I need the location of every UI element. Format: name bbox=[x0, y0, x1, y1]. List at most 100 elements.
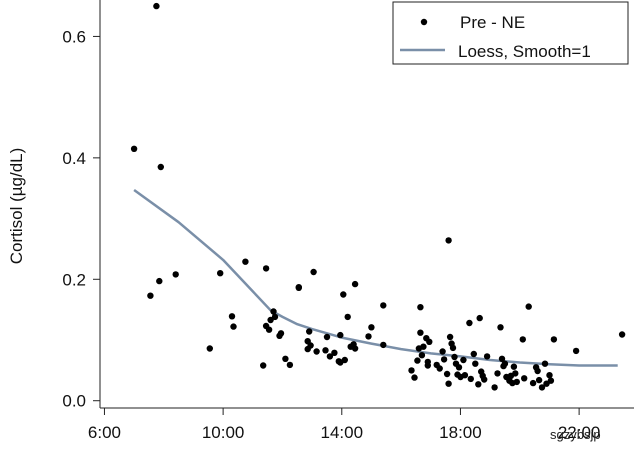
data-point bbox=[420, 343, 427, 350]
legend-label-loess: Loess, Smooth=1 bbox=[458, 42, 591, 61]
data-point bbox=[130, 145, 138, 152]
data-point bbox=[340, 291, 347, 298]
data-point bbox=[282, 355, 289, 362]
data-point bbox=[449, 344, 457, 352]
data-point bbox=[476, 314, 483, 322]
data-point bbox=[337, 331, 344, 339]
data-point bbox=[497, 324, 504, 331]
data-point bbox=[512, 370, 519, 377]
data-point bbox=[483, 353, 491, 360]
data-point bbox=[157, 163, 164, 171]
data-point bbox=[475, 381, 482, 388]
data-point bbox=[446, 333, 454, 341]
data-point bbox=[519, 336, 526, 343]
y-tick-label: 0.6 bbox=[62, 27, 86, 46]
data-point bbox=[460, 356, 467, 364]
data-point bbox=[436, 365, 443, 372]
data-point bbox=[424, 362, 431, 369]
y-tick-label: 0.2 bbox=[62, 270, 86, 289]
data-point bbox=[513, 378, 520, 386]
watermark-text: sgzybsjp bbox=[550, 427, 601, 442]
data-point bbox=[365, 333, 372, 340]
data-point bbox=[368, 324, 375, 331]
x-tick-label: 14:00 bbox=[321, 423, 364, 442]
legend: Pre - NE Loess, Smooth=1 bbox=[392, 1, 629, 65]
data-point bbox=[271, 313, 279, 321]
y-tick-label: 0.0 bbox=[62, 392, 86, 411]
data-point bbox=[228, 313, 236, 320]
legend-box bbox=[392, 1, 629, 65]
data-point bbox=[341, 356, 348, 364]
x-tick-label: 18:00 bbox=[439, 423, 482, 442]
data-point bbox=[270, 308, 277, 315]
data-point bbox=[439, 348, 446, 355]
data-point bbox=[618, 331, 626, 338]
data-point bbox=[535, 376, 543, 384]
data-point bbox=[351, 345, 359, 352]
data-point bbox=[310, 268, 317, 276]
data-point bbox=[331, 349, 338, 356]
data-point bbox=[510, 363, 518, 370]
plot-area bbox=[100, 0, 634, 408]
data-point bbox=[525, 303, 532, 310]
data-point bbox=[323, 333, 331, 341]
data-point bbox=[529, 379, 537, 387]
data-point bbox=[445, 380, 452, 387]
data-point bbox=[172, 271, 179, 278]
data-point bbox=[242, 258, 249, 265]
data-point bbox=[408, 367, 415, 374]
data-point bbox=[276, 332, 283, 339]
data-point bbox=[455, 364, 463, 371]
data-point bbox=[547, 377, 555, 384]
data-point bbox=[445, 237, 452, 244]
data-point bbox=[262, 322, 270, 330]
data-point bbox=[461, 372, 469, 379]
data-point bbox=[260, 362, 267, 369]
x-tick-label: 22:00 bbox=[558, 423, 601, 442]
legend-point-marker bbox=[420, 18, 428, 26]
data-point bbox=[153, 2, 160, 10]
data-point bbox=[467, 375, 474, 383]
data-point bbox=[541, 360, 549, 367]
data-point bbox=[472, 360, 479, 367]
data-point bbox=[443, 370, 451, 378]
data-point bbox=[538, 384, 546, 391]
data-point bbox=[147, 292, 154, 299]
data-point bbox=[380, 302, 387, 309]
data-point bbox=[411, 374, 418, 381]
data-point bbox=[344, 313, 351, 321]
data-point bbox=[546, 372, 553, 379]
data-point bbox=[335, 358, 342, 365]
data-point bbox=[286, 361, 294, 369]
data-point bbox=[418, 352, 426, 359]
data-point bbox=[326, 353, 334, 360]
y-tick-label: 0.4 bbox=[62, 149, 86, 168]
data-point bbox=[206, 345, 213, 352]
data-point bbox=[217, 270, 224, 277]
data-point bbox=[440, 356, 448, 363]
legend-label-points: Pre - NE bbox=[460, 13, 525, 32]
data-point bbox=[501, 360, 509, 367]
data-point bbox=[521, 375, 528, 382]
x-tick-label: 10:00 bbox=[202, 423, 245, 442]
data-point bbox=[351, 280, 359, 288]
x-tick-label: 6:00 bbox=[88, 423, 121, 442]
data-point bbox=[230, 323, 237, 330]
data-point bbox=[491, 384, 498, 391]
data-point bbox=[426, 338, 433, 345]
data-point bbox=[470, 350, 477, 358]
y-axis-label: Cortisol (µg/dL) bbox=[7, 148, 26, 265]
data-point bbox=[295, 284, 302, 291]
data-point bbox=[417, 329, 424, 336]
data-point bbox=[572, 347, 580, 355]
data-point bbox=[481, 376, 488, 383]
data-point bbox=[313, 348, 320, 355]
data-point bbox=[156, 277, 163, 285]
data-point bbox=[307, 342, 314, 349]
data-point bbox=[451, 353, 458, 361]
data-point bbox=[417, 304, 424, 311]
data-point bbox=[262, 265, 270, 272]
data-point bbox=[322, 347, 329, 354]
data-point bbox=[498, 355, 506, 362]
